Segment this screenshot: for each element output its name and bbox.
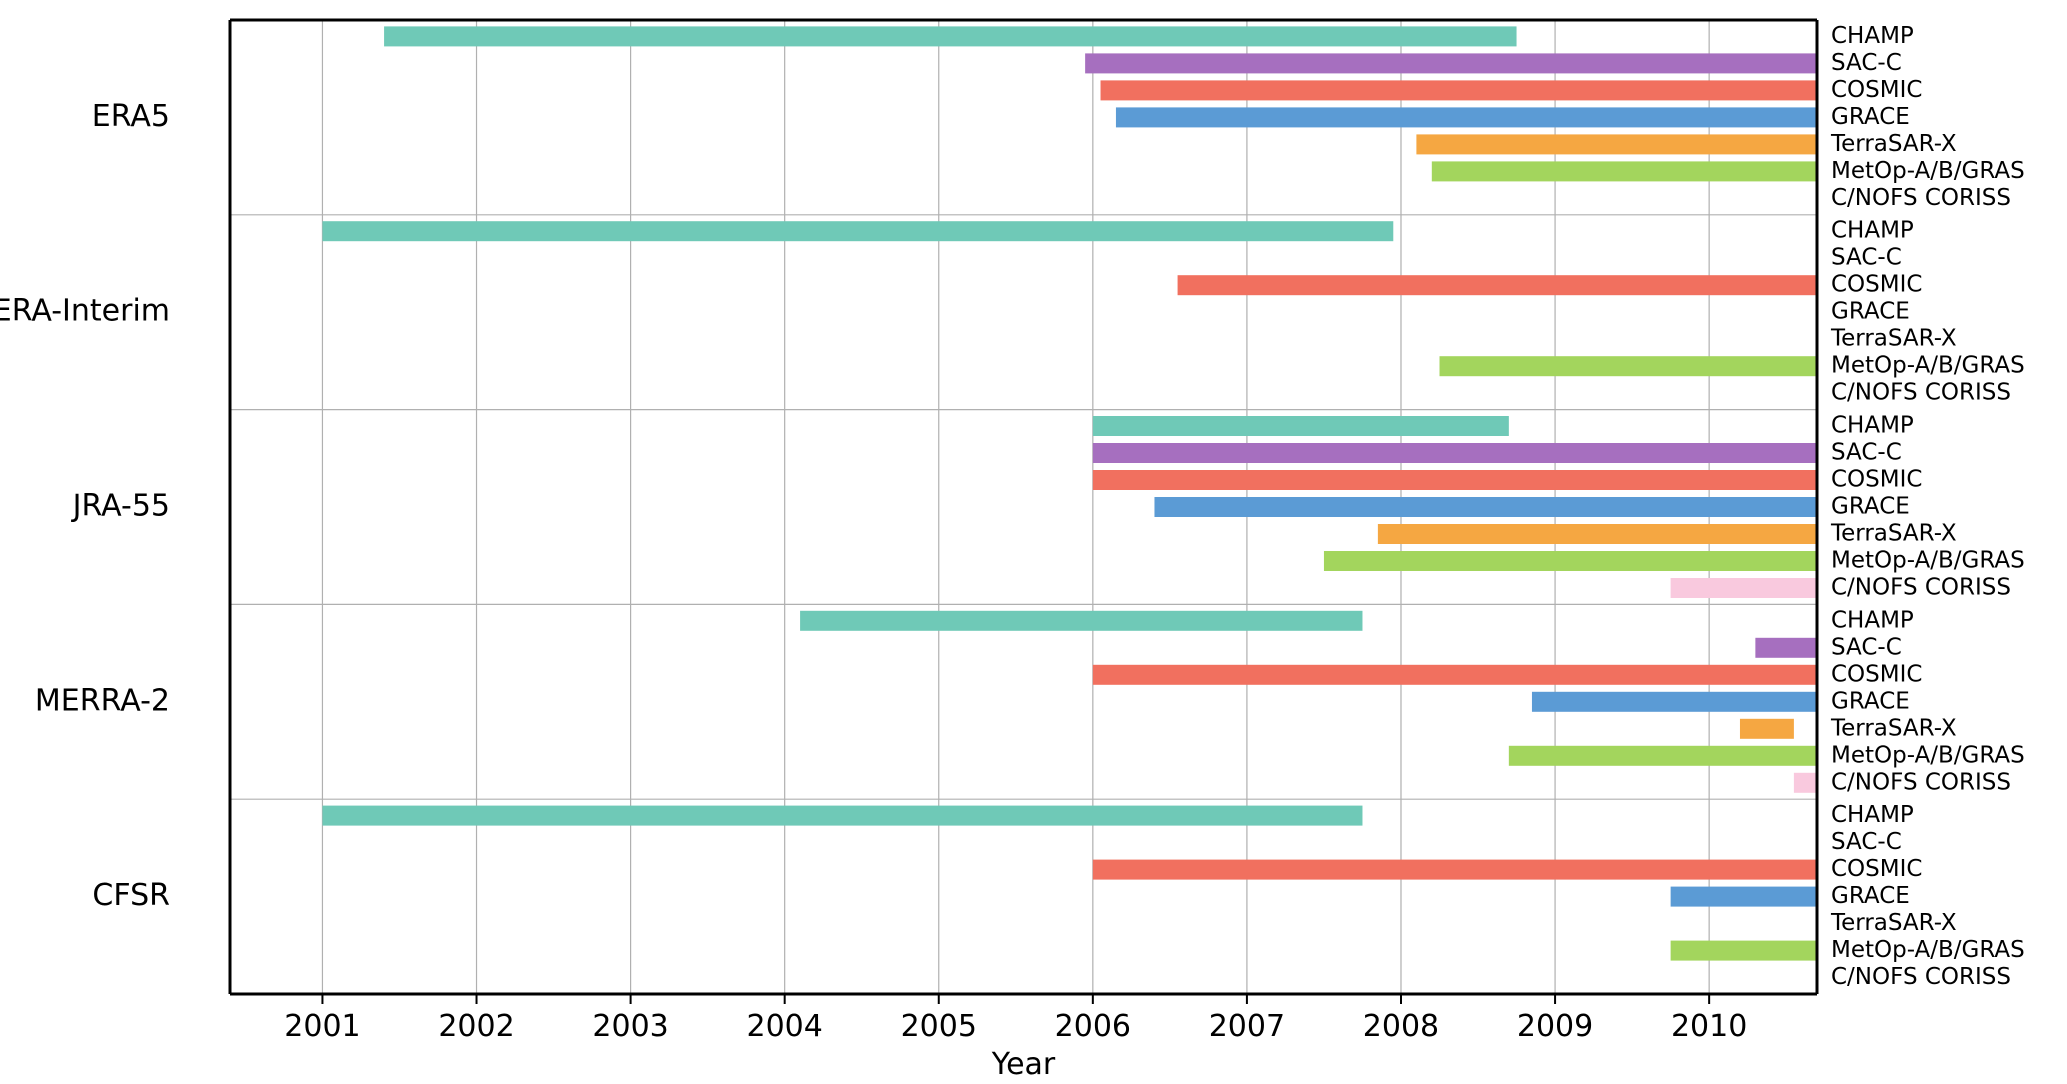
gantt-bar [1093, 860, 1817, 880]
x-tick-label: 2008 [1363, 1009, 1439, 1044]
gantt-chart: ERA5CHAMPSAC-CCOSMICGRACETerraSAR-XMetOp… [0, 0, 2067, 1084]
instrument-label: SAC-C [1831, 245, 1902, 271]
gantt-bar [1085, 53, 1817, 73]
gantt-bar [1740, 719, 1794, 739]
gantt-bar [1093, 665, 1817, 685]
instrument-label: C/NOFS CORISS [1831, 185, 2011, 211]
instrument-label: TerraSAR-X [1830, 715, 1957, 741]
gantt-bar [1671, 887, 1817, 907]
gantt-bar [1116, 107, 1817, 127]
gantt-bar [322, 806, 1362, 826]
instrument-label: COSMIC [1831, 661, 1922, 687]
gantt-bar [1440, 356, 1817, 376]
instrument-label: GRACE [1831, 299, 1910, 325]
gantt-bar [1093, 443, 1817, 463]
instrument-label: CHAMP [1831, 413, 1914, 439]
x-tick-label: 2007 [1209, 1009, 1285, 1044]
x-tick-label: 2001 [284, 1009, 360, 1044]
gantt-bar [1378, 524, 1817, 544]
gantt-bar [1755, 638, 1817, 658]
gantt-bar [1154, 497, 1817, 517]
instrument-label: C/NOFS CORISS [1831, 769, 2011, 795]
instrument-label: C/NOFS CORISS [1831, 575, 2011, 601]
group-label: MERRA-2 [35, 683, 170, 718]
gantt-bar [1093, 470, 1817, 490]
gantt-bar [1671, 578, 1817, 598]
instrument-label: SAC-C [1831, 440, 1902, 466]
chart-svg: ERA5CHAMPSAC-CCOSMICGRACETerraSAR-XMetOp… [0, 0, 2067, 1084]
instrument-label: TerraSAR-X [1830, 521, 1957, 547]
instrument-label: CHAMP [1831, 218, 1914, 244]
instrument-label: TerraSAR-X [1830, 326, 1957, 352]
group-label: ERA5 [92, 99, 170, 134]
instrument-label: MetOp-A/B/GRAS [1831, 353, 2025, 379]
gantt-bar [1794, 773, 1817, 793]
group-label: JRA-55 [71, 489, 170, 524]
gantt-bar [1509, 746, 1817, 766]
instrument-label: COSMIC [1831, 272, 1922, 298]
instrument-label: CHAMP [1831, 607, 1914, 633]
gantt-bar [800, 611, 1362, 631]
gantt-bar [1416, 134, 1817, 154]
instrument-label: CHAMP [1831, 802, 1914, 828]
gantt-bar [322, 221, 1393, 241]
group-label: ERA-Interim [0, 294, 170, 329]
x-tick-label: 2002 [438, 1009, 514, 1044]
gantt-bar [1178, 275, 1817, 295]
instrument-label: C/NOFS CORISS [1831, 380, 2011, 406]
gantt-bar [1432, 161, 1817, 181]
instrument-label: COSMIC [1831, 467, 1922, 493]
instrument-label: GRACE [1831, 494, 1910, 520]
gantt-bar [1093, 416, 1509, 436]
instrument-label: SAC-C [1831, 634, 1902, 660]
instrument-label: GRACE [1831, 104, 1910, 130]
instrument-label: C/NOFS CORISS [1831, 964, 2011, 990]
x-tick-label: 2010 [1671, 1009, 1747, 1044]
instrument-label: MetOp-A/B/GRAS [1831, 937, 2025, 963]
x-tick-label: 2005 [901, 1009, 977, 1044]
instrument-label: MetOp-A/B/GRAS [1831, 548, 2025, 574]
gantt-bar [1101, 80, 1817, 100]
instrument-label: TerraSAR-X [1830, 910, 1957, 936]
x-tick-label: 2003 [592, 1009, 668, 1044]
instrument-label: GRACE [1831, 883, 1910, 909]
instrument-label: MetOp-A/B/GRAS [1831, 158, 2025, 184]
instrument-label: GRACE [1831, 688, 1910, 714]
gantt-bar [1324, 551, 1817, 571]
x-tick-label: 2009 [1517, 1009, 1593, 1044]
instrument-label: CHAMP [1831, 23, 1914, 49]
gantt-bar [1532, 692, 1817, 712]
x-tick-label: 2006 [1055, 1009, 1131, 1044]
x-tick-label: 2004 [746, 1009, 822, 1044]
x-axis-label: Year [991, 1047, 1056, 1082]
group-label: CFSR [92, 878, 170, 913]
gantt-bar [384, 26, 1516, 46]
instrument-label: TerraSAR-X [1830, 131, 1957, 157]
gantt-bar [1671, 941, 1817, 961]
instrument-label: MetOp-A/B/GRAS [1831, 742, 2025, 768]
instrument-label: COSMIC [1831, 77, 1922, 103]
instrument-label: SAC-C [1831, 829, 1902, 855]
instrument-label: SAC-C [1831, 50, 1902, 76]
instrument-label: COSMIC [1831, 856, 1922, 882]
